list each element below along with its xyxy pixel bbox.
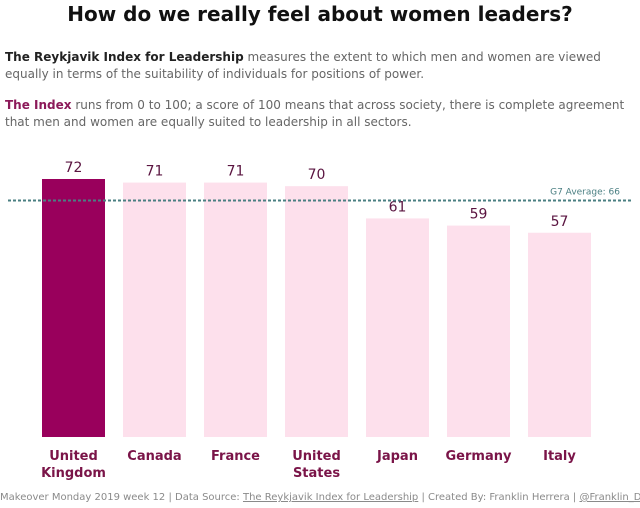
category-label: Germany [446, 449, 512, 464]
category-label: Kingdom [41, 466, 106, 481]
footer: Makeover Monday 2019 week 12 | Data Sour… [0, 492, 640, 503]
footer-prefix: Makeover Monday 2019 week 12 | Data Sour… [0, 492, 243, 503]
bar [123, 182, 186, 437]
value-label: 72 [65, 160, 83, 176]
bar [366, 218, 429, 437]
intro-paragraph-scale: The Index runs from 0 to 100; a score of… [5, 97, 627, 131]
category-label: States [293, 466, 340, 481]
category-label: Japan [376, 449, 418, 464]
category-label: United [292, 449, 341, 464]
category-label: Canada [127, 449, 181, 464]
value-label: 57 [551, 214, 569, 230]
page-title: How do we really feel about women leader… [67, 2, 573, 26]
bar [528, 232, 591, 437]
value-label: 71 [227, 164, 245, 180]
footer-credit: | Created By: Franklin Herrera | [418, 492, 580, 503]
data-source-link[interactable]: The Reykjavik Index for Leadership [242, 492, 419, 503]
g7-average-label: G7 Average: 66 [550, 188, 620, 198]
intro-definition-text: measures the extent to which men and wom… [5, 50, 601, 81]
value-label: 70 [308, 167, 326, 183]
bar-chart: 72 United Kingdom 71 Canada 71 France 70 United S… [8, 160, 632, 481]
value-label: 61 [389, 199, 407, 215]
bar [42, 179, 105, 437]
intro-scale-text: runs from 0 to 100; a score of 100 means… [5, 98, 625, 129]
value-label: 71 [146, 164, 164, 180]
intro-index-name: The Reykjavik Index for Leadership [5, 50, 244, 64]
category-label: France [211, 449, 260, 464]
intro-paragraph-definition: The Reykjavik Index for Leadership measu… [5, 49, 627, 83]
category-label: Italy [543, 449, 576, 464]
value-label: 59 [470, 207, 488, 223]
category-label: United [49, 449, 98, 464]
bar [204, 182, 267, 437]
bar [285, 186, 348, 437]
intro-index-short: The Index [5, 98, 72, 112]
bar [447, 225, 510, 437]
author-handle-link[interactable]: @Franklin_Data [579, 492, 640, 503]
